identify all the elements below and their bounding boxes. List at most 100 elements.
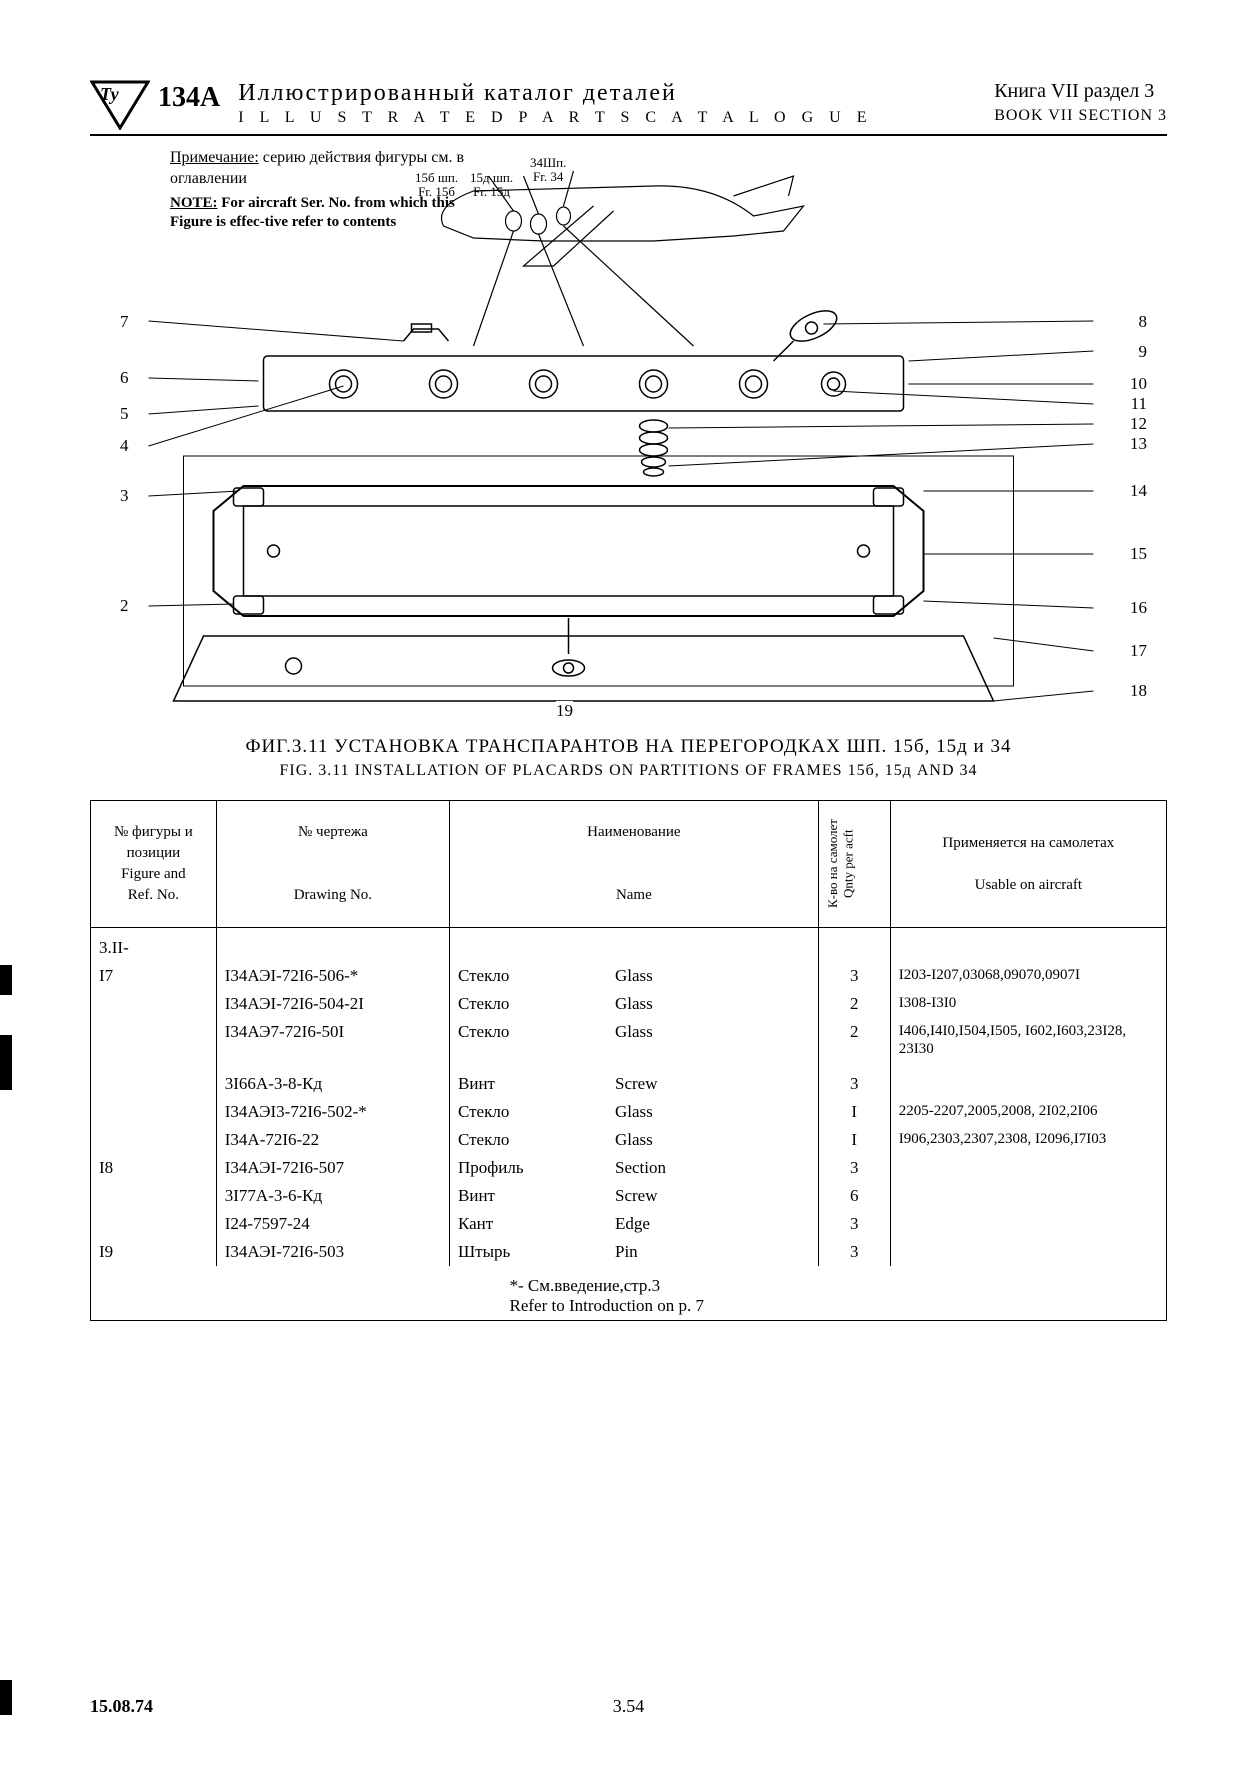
cell-name-en: Screw [607,1182,818,1210]
footnote-ru: *- См.введение,стр.3 [510,1276,811,1296]
callout-7: 7 [120,312,129,332]
cell-name-en: Edge [607,1210,818,1238]
callout-18: 18 [1130,681,1147,701]
cell-fig [91,1070,217,1098]
cell-name-ru [450,1062,607,1070]
model-number: 134A [158,82,220,114]
cell-use [890,1070,1166,1098]
cell-use: 2205-2207,2005,2008, 2I02,2I06 [890,1098,1166,1126]
callout-14: 14 [1130,481,1147,501]
th-qty: К-во на самолет Qnty per acft [818,801,890,928]
cell-use [890,1182,1166,1210]
title-en: I L L U S T R A T E D P A R T S C A T A … [238,109,974,127]
cell-name-ru: Стекло [450,1018,607,1062]
diagram-area: 15б шп. Fr. 15б 15д шп. Fr. 15д 34Шп. Fr… [90,146,1167,716]
cell-draw: I24-7597-24 [216,1210,449,1238]
cell-name-en: Section [607,1154,818,1182]
cell-name-en: Screw [607,1070,818,1098]
section-row: 3.II- [91,928,1167,963]
callout-10: 10 [1130,374,1147,394]
diagram-svg [90,146,1167,716]
footnote-en: Refer to Introduction on p. 7 [510,1296,811,1316]
footer-date: 15.08.74 [90,1696,153,1717]
cell-name-ru: Стекло [450,990,607,1018]
logo-icon: Ту [90,80,150,130]
cell-name-ru: Стекло [450,1126,607,1154]
table-row: I34АЭI3-72I6-502-*СтеклоGlassI2205-2207,… [91,1098,1167,1126]
edge-mark [0,1680,12,1715]
cell-name-ru: Винт [450,1182,607,1210]
table-row: I7I34АЭI-72I6-506-*СтеклоGlass3I203-I207… [91,962,1167,990]
cell-qty: 3 [818,1238,890,1266]
callout-9: 9 [1139,342,1148,362]
cell-draw: I34АЭI-72I6-504-2I [216,990,449,1018]
cell-name-en: Glass [607,1018,818,1062]
th-name: Наименование Name [450,801,819,928]
cell-name-en [607,1062,818,1070]
cell-name-ru: Штырь [450,1238,607,1266]
page-number: 3.54 [613,1696,645,1717]
cell-name-en: Pin [607,1238,818,1266]
book-en: BOOK VII SECTION 3 [994,107,1167,125]
callout-3: 3 [120,486,129,506]
edge-mark [0,965,12,995]
cell-use: I406,I4I0,I504,I505, I602,I603,23I28, 23… [890,1018,1166,1062]
cell-name-ru: Кант [450,1210,607,1238]
cell-draw: 3I66А-3-8-Кд [216,1070,449,1098]
book-block: Книга VII раздел 3 BOOK VII SECTION 3 [994,80,1167,125]
callout-8: 8 [1139,312,1148,332]
cell-draw [216,1062,449,1070]
cell-draw: I34АЭI-72I6-503 [216,1238,449,1266]
callout-11: 11 [1131,394,1147,414]
cell-draw: I34АЭ7-72I6-50I [216,1018,449,1062]
frame-label-34: 34Шп. Fr. 34 [530,156,566,185]
cell-qty: 2 [818,1018,890,1062]
table-row: I9I34АЭI-72I6-503ШтырьPin3 [91,1238,1167,1266]
cell-qty: I [818,1126,890,1154]
cell-use: I203-I207,03068,09070,0907I [890,962,1166,990]
cell-qty [818,1062,890,1070]
cell-fig [91,1210,217,1238]
cell-use [890,1154,1166,1182]
callout-4: 4 [120,436,129,456]
cell-fig [91,1018,217,1062]
table-row [91,1062,1167,1070]
fig-caption-ru: ФИГ.3.11 УСТАНОВКА ТРАНСПАРАНТОВ НА ПЕРЕ… [90,736,1167,758]
cell-fig [91,1126,217,1154]
callout-17: 17 [1130,641,1147,661]
cell-name-en: Glass [607,1126,818,1154]
cell-name-ru: Стекло [450,962,607,990]
svg-text:Ту: Ту [100,84,120,104]
table-row: 3I77А-3-6-КдВинтScrew6 [91,1182,1167,1210]
cell-use [890,1062,1166,1070]
cell-qty: 3 [818,1154,890,1182]
figure-caption: ФИГ.3.11 УСТАНОВКА ТРАНСПАРАНТОВ НА ПЕРЕ… [90,736,1167,780]
th-fig: № фигуры и позиции Figure and Ref. No. [91,801,217,928]
table-row: I24-7597-24КантEdge3 [91,1210,1167,1238]
th-use: Применяется на самолетах Usable on aircr… [890,801,1166,928]
callout-19: 19 [556,701,573,721]
cell-qty: 2 [818,990,890,1018]
callout-12: 12 [1130,414,1147,434]
th-draw: № чертежа Drawing No. [216,801,449,928]
cell-qty: I [818,1098,890,1126]
cell-fig [91,1182,217,1210]
frame-label-15b: 15б шп. Fr. 15б [415,171,458,200]
callout-2: 2 [120,596,129,616]
footnote-row: *- См.введение,стр.3 Refer to Introducti… [91,1266,1167,1321]
table-row: I34АЭI-72I6-504-2IСтеклоGlass2I308-I3I0 [91,990,1167,1018]
fig-caption-en: FIG. 3.11 INSTALLATION OF PLACARDS ON PA… [90,762,1167,780]
book-ru: Книга VII раздел 3 [994,80,1167,103]
cell-draw: I34АЭI3-72I6-502-* [216,1098,449,1126]
cell-qty: 3 [818,962,890,990]
cell-use [890,1238,1166,1266]
cell-fig: I9 [91,1238,217,1266]
table-row: I8I34АЭI-72I6-507ПрофильSection3 [91,1154,1167,1182]
cell-name-ru: Винт [450,1070,607,1098]
title-ru: Иллюстрированный каталог деталей [238,80,974,107]
cell-draw: 3I77А-3-6-Кд [216,1182,449,1210]
table-row: I34АЭ7-72I6-50IСтеклоGlass2I406,I4I0,I50… [91,1018,1167,1062]
cell-draw: I34АЭI-72I6-506-* [216,962,449,990]
cell-fig [91,990,217,1018]
cell-name-en: Glass [607,962,818,990]
